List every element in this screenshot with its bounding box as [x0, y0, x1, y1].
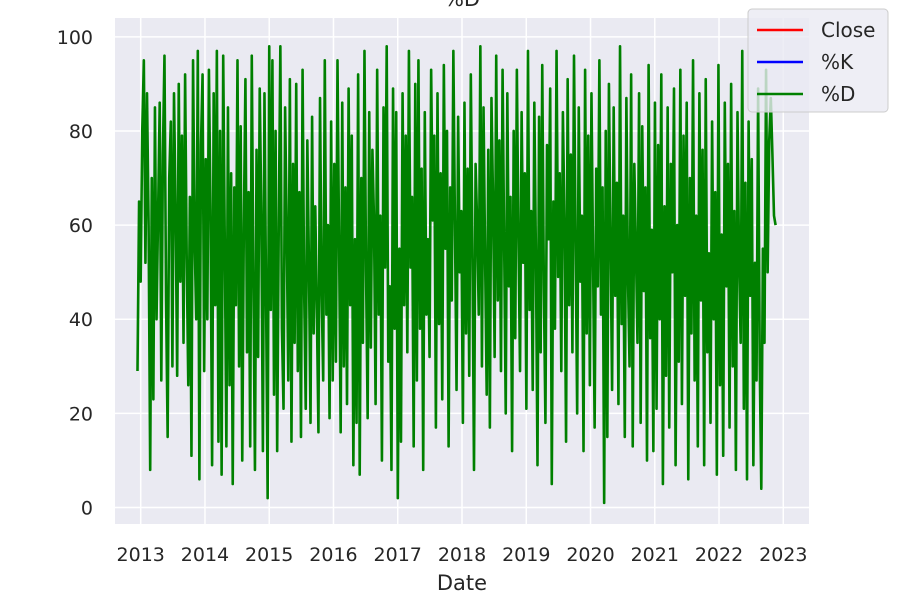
- legend-box: [747, 8, 889, 113]
- x-tick-label: 2018: [438, 544, 486, 566]
- y-tick-label: 60: [69, 215, 93, 237]
- x-tick-label: 2017: [374, 544, 422, 566]
- series-layer: [136, 44, 777, 505]
- legend: Close %K %D: [747, 8, 889, 113]
- x-tick-label: 2015: [245, 544, 293, 566]
- x-tick-label: 2014: [181, 544, 229, 566]
- y-tick-label: 20: [69, 403, 93, 425]
- legend-label: %K: [821, 50, 854, 74]
- tick-labels: 0 20 40 60 80 100 2013 2014 2015 2016 2017 2018 2019…: [57, 27, 808, 566]
- y-tick-label: 100: [57, 27, 93, 49]
- x-tick-label: 2021: [631, 544, 679, 566]
- legend-label: %D: [821, 82, 855, 106]
- x-tick-label: 2013: [117, 544, 165, 566]
- y-tick-label: 80: [69, 121, 93, 143]
- x-tick-label: 2022: [695, 544, 743, 566]
- y-tick-label: 0: [81, 498, 93, 520]
- x-tick-label: 2019: [502, 544, 550, 566]
- legend-label: Close: [821, 18, 875, 42]
- x-tick-label: 2020: [566, 544, 614, 566]
- x-axis-title: Date: [437, 571, 487, 595]
- chart-title: %D: [444, 0, 480, 11]
- x-tick-label: 2023: [759, 544, 807, 566]
- series-line-d: [136, 44, 777, 505]
- x-tick-label: 2016: [309, 544, 357, 566]
- y-tick-label: 40: [69, 309, 93, 331]
